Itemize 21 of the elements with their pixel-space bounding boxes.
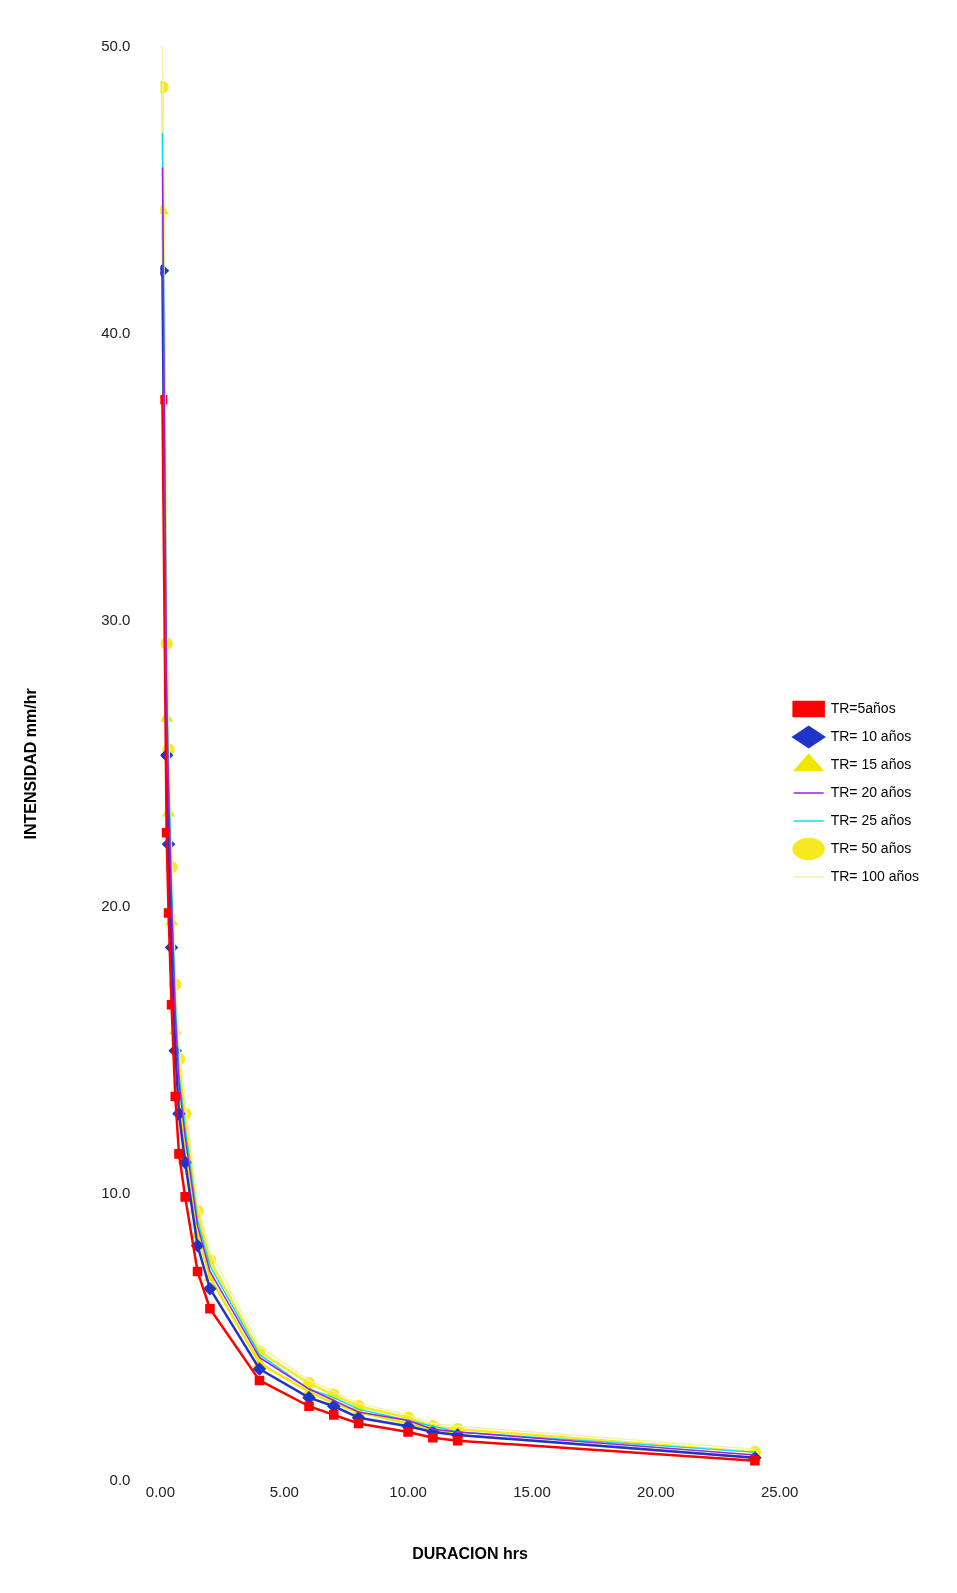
legend-label: TR= 25 años [830, 811, 912, 828]
x-tick-label: 15.00 [513, 1482, 551, 1500]
x-tick-label: 10.00 [389, 1482, 427, 1500]
x-tick-label: 20.00 [637, 1482, 675, 1500]
legend-label: TR= 15 años [830, 755, 912, 772]
y-tick-label: 0.0 [109, 1470, 131, 1488]
x-axis-title: DURACION hrs [412, 1544, 528, 1562]
legend-label: TR= 20 años [830, 783, 912, 800]
x-tick-label: 0.00 [145, 1482, 175, 1500]
y-tick-label: 40.0 [101, 323, 131, 341]
y-tick-label: 50.0 [101, 37, 131, 55]
legend-label: TR= 10 años [830, 727, 912, 744]
legend-label: TR= 100 años [830, 867, 920, 884]
y-axis-title: INTENSIDAD mm/hr [22, 688, 40, 840]
y-tick-label: 20.0 [101, 897, 131, 915]
y-tick-label: 30.0 [101, 610, 131, 628]
x-tick-label: 25.00 [760, 1482, 799, 1500]
legend-label: TR=5años [830, 699, 896, 716]
y-tick-label: 10.0 [101, 1184, 131, 1202]
x-tick-label: 5.00 [269, 1482, 299, 1500]
legend-label: TR= 50 años [830, 839, 912, 856]
